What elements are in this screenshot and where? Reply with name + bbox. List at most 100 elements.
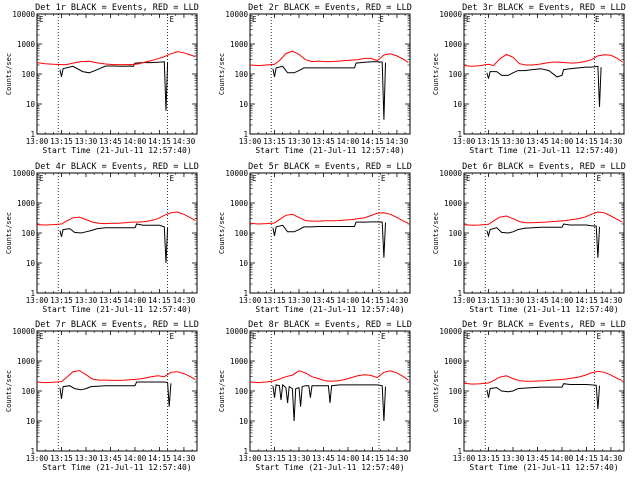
x-tick-label: 13:45 <box>99 454 122 463</box>
y-tick-label: 1000 <box>230 199 249 208</box>
y-tick-label: 10 <box>453 259 463 268</box>
x-tick-label: 14:00 <box>551 454 574 463</box>
e-marker-label: E <box>379 15 384 24</box>
x-tick-label: 13:15 <box>477 137 500 146</box>
x-tick-label: 13:45 <box>99 296 122 305</box>
events-series-line <box>486 223 600 258</box>
x-tick-label: 13:30 <box>75 137 98 146</box>
panel-title: Det 9r BLACK = Events, RED = LLD <box>462 320 626 330</box>
x-axis-label: Start Time (21-Jul-11 12:57:40) <box>42 463 191 472</box>
lld-series-line <box>36 211 196 226</box>
events-series-line <box>59 61 169 111</box>
y-tick-label: 1 <box>243 447 248 456</box>
x-tick-label: 14:30 <box>386 137 409 146</box>
y-tick-label: 100 <box>448 387 462 396</box>
x-axis-label: Start Time (21-Jul-11 12:57:40) <box>255 305 404 314</box>
events-series-line <box>486 383 600 410</box>
x-tick-label: 14:15 <box>148 454 171 463</box>
e-marker-label: E <box>252 332 257 341</box>
lld-series-line <box>249 212 409 225</box>
x-tick-label: 13:15 <box>263 296 286 305</box>
x-tick-label: 14:15 <box>148 137 171 146</box>
events-series-line <box>272 61 386 120</box>
x-tick-label: 14:15 <box>575 296 598 305</box>
x-tick-label: 14:00 <box>337 454 360 463</box>
y-tick-label: 100 <box>234 387 248 396</box>
x-tick-label: 13:15 <box>477 454 500 463</box>
x-tick-label: 13:45 <box>526 296 549 305</box>
x-tick-label: 14:15 <box>575 137 598 146</box>
x-tick-label: 14:30 <box>173 454 196 463</box>
x-tick-label: 14:15 <box>148 296 171 305</box>
x-tick-label: 14:15 <box>575 454 598 463</box>
x-tick-label: 13:30 <box>75 454 98 463</box>
y-tick-label: 10 <box>453 417 463 426</box>
panel-title: Det 8r BLACK = Events, RED = LLD <box>248 320 412 330</box>
y-tick-label: 1 <box>457 130 462 139</box>
y-axis-label: Counts/sec <box>5 53 13 95</box>
x-tick-label: 14:00 <box>124 454 147 463</box>
x-tick-label: 14:15 <box>361 454 384 463</box>
x-tick-label: 13:00 <box>453 454 476 463</box>
panel-title: Det 4r BLACK = Events, RED = LLD <box>35 162 199 172</box>
y-tick-label: 100 <box>448 70 462 79</box>
e-marker-label: E <box>466 174 471 183</box>
x-tick-label: 14:30 <box>386 296 409 305</box>
y-tick-label: 10000 <box>439 169 462 178</box>
y-tick-label: 10000 <box>12 169 35 178</box>
e-marker-label: E <box>466 15 471 24</box>
x-tick-label: 13:15 <box>263 454 286 463</box>
y-tick-label: 1000 <box>230 357 249 366</box>
panel-title: Det 2r BLACK = Events, RED = LLD <box>248 3 412 13</box>
e-marker-label: E <box>39 174 44 183</box>
lld-series-line <box>36 51 196 66</box>
x-axis-label: Start Time (21-Jul-11 12:57:40) <box>255 146 404 155</box>
y-tick-label: 1000 <box>444 40 463 49</box>
x-tick-label: 13:45 <box>526 137 549 146</box>
y-tick-label: 1000 <box>230 40 249 49</box>
y-tick-label: 100 <box>21 229 35 238</box>
x-tick-label: 13:00 <box>26 137 49 146</box>
x-tick-label: 14:00 <box>551 296 574 305</box>
y-tick-label: 1000 <box>17 40 36 49</box>
y-tick-label: 100 <box>234 70 248 79</box>
y-tick-label: 10 <box>453 100 463 109</box>
x-tick-label: 13:00 <box>26 296 49 305</box>
e-marker-label: E <box>595 15 600 24</box>
x-tick-label: 13:30 <box>502 454 525 463</box>
e-marker-label: E <box>466 332 471 341</box>
plot-frame <box>463 330 625 452</box>
x-tick-label: 14:00 <box>337 296 360 305</box>
x-tick-label: 13:30 <box>502 137 525 146</box>
lld-series-line <box>463 53 623 67</box>
e-marker-label: E <box>252 15 257 24</box>
x-tick-label: 13:30 <box>288 454 311 463</box>
x-tick-label: 14:30 <box>600 296 623 305</box>
e-marker-label: E <box>39 332 44 341</box>
y-tick-label: 1 <box>30 289 35 298</box>
lld-series-line <box>463 211 623 226</box>
y-tick-label: 10000 <box>12 327 35 336</box>
events-series-line <box>59 223 169 264</box>
y-tick-label: 1 <box>243 130 248 139</box>
x-tick-label: 13:00 <box>26 454 49 463</box>
x-tick-label: 13:00 <box>453 296 476 305</box>
y-tick-label: 1 <box>457 289 462 298</box>
y-axis-label: Counts/sec <box>5 212 13 254</box>
y-tick-label: 10 <box>239 259 249 268</box>
x-tick-label: 13:15 <box>50 296 73 305</box>
x-tick-label: 13:00 <box>453 137 476 146</box>
x-tick-label: 13:30 <box>288 137 311 146</box>
y-tick-label: 10 <box>26 100 36 109</box>
y-tick-label: 10000 <box>12 10 35 19</box>
x-axis-label: Start Time (21-Jul-11 12:57:40) <box>42 305 191 314</box>
y-tick-label: 10000 <box>225 327 248 336</box>
y-tick-label: 1 <box>30 130 35 139</box>
y-tick-label: 10 <box>26 259 36 268</box>
e-marker-label: E <box>381 174 386 183</box>
